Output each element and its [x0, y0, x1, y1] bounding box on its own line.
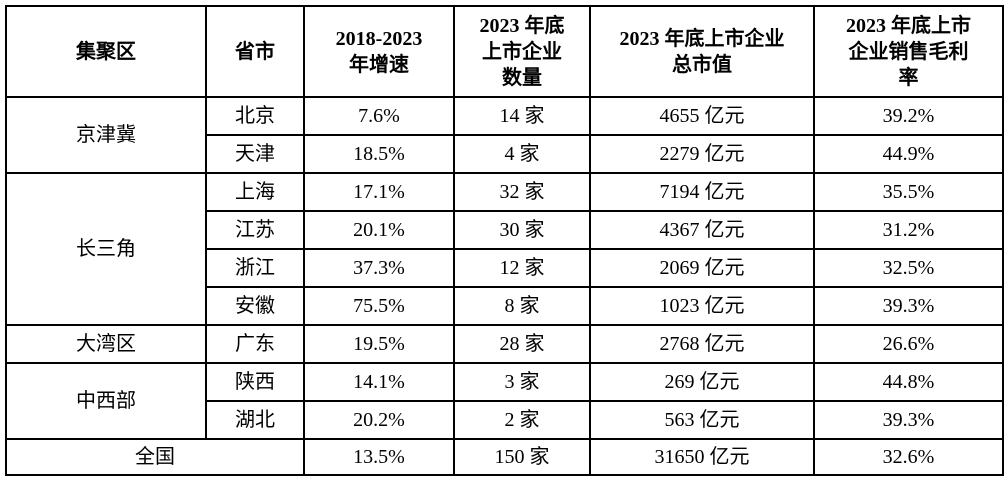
header-line: 2018-2023 [335, 27, 423, 50]
header-line: 率 [898, 66, 919, 89]
header-line: 年增速 [349, 53, 409, 76]
count-cell: 3 家 [453, 362, 591, 402]
header-line: 2023 年底上市 [846, 14, 971, 37]
cluster-cell-dawanqu: 大湾区 [5, 324, 207, 364]
growth-cell: 18.5% [303, 134, 455, 174]
region-cluster-table: 集聚区 省市 2018-2023 年增速 2023 年底 上市企业 数量 202… [5, 5, 1004, 476]
growth-cell: 17.1% [303, 172, 455, 212]
header-line: 数量 [502, 66, 542, 89]
count-cell: 12 家 [453, 248, 591, 288]
growth-cell: 7.6% [303, 96, 455, 136]
header-line: 2023 年底 [479, 14, 565, 37]
header-line: 2023 年底上市企业 [619, 27, 785, 50]
table-row-jiangsu: 江苏 20.1% 30 家 4367 亿元 31.2% [6, 210, 1004, 250]
market-cap-cell: 2069 亿元 [589, 248, 815, 288]
header-line: 上市企业 [482, 40, 562, 63]
count-cell: 8 家 [453, 286, 591, 326]
cluster-cell-jingjinji: 京津冀 [5, 96, 207, 174]
market-cap-cell: 7194 亿元 [589, 172, 815, 212]
margin-cell: 31.2% [813, 210, 1004, 250]
market-cap-cell: 563 亿元 [589, 400, 815, 440]
province-cell: 江苏 [205, 210, 305, 250]
header-province: 省市 [205, 5, 305, 98]
count-cell: 30 家 [453, 210, 591, 250]
margin-cell: 32.6% [813, 438, 1004, 476]
province-cell: 广东 [205, 324, 305, 364]
table-row-tianjin: 天津 18.5% 4 家 2279 亿元 44.9% [6, 134, 1004, 174]
margin-cell: 44.8% [813, 362, 1004, 402]
growth-cell: 37.3% [303, 248, 455, 288]
margin-cell: 26.6% [813, 324, 1004, 364]
market-cap-cell: 31650 亿元 [589, 438, 815, 476]
header-line: 总市值 [672, 53, 732, 76]
count-cell: 32 家 [453, 172, 591, 212]
growth-cell: 20.1% [303, 210, 455, 250]
market-cap-cell: 2279 亿元 [589, 134, 815, 174]
count-cell: 14 家 [453, 96, 591, 136]
table-header-row: 集聚区 省市 2018-2023 年增速 2023 年底 上市企业 数量 202… [5, 5, 1004, 98]
market-cap-cell: 2768 亿元 [589, 324, 815, 364]
header-line: 企业销售毛利 [848, 40, 969, 63]
margin-cell: 39.3% [813, 286, 1004, 326]
header-line: 省市 [235, 40, 275, 63]
count-cell: 150 家 [453, 438, 591, 476]
growth-cell: 19.5% [303, 324, 455, 364]
table-row-hubei: 湖北 20.2% 2 家 563 亿元 39.3% [6, 400, 1004, 440]
table-row-guangdong: 大湾区 广东 19.5% 28 家 2768 亿元 26.6% [5, 324, 1004, 364]
margin-cell: 35.5% [813, 172, 1004, 212]
province-cell: 浙江 [205, 248, 305, 288]
margin-cell: 39.3% [813, 400, 1004, 440]
header-gross-margin: 2023 年底上市 企业销售毛利 率 [813, 5, 1004, 98]
province-cell: 上海 [205, 172, 305, 212]
market-cap-cell: 269 亿元 [589, 362, 815, 402]
growth-cell: 14.1% [303, 362, 455, 402]
margin-cell: 44.9% [813, 134, 1004, 174]
header-listed-count: 2023 年底 上市企业 数量 [453, 5, 591, 98]
province-cell: 北京 [205, 96, 305, 136]
total-label-cell: 全国 [5, 438, 305, 476]
province-cell: 天津 [205, 134, 305, 174]
table-row-zhejiang: 浙江 37.3% 12 家 2069 亿元 32.5% [6, 248, 1004, 288]
header-growth: 2018-2023 年增速 [303, 5, 455, 98]
header-cluster: 集聚区 [5, 5, 207, 98]
header-line: 集聚区 [76, 40, 136, 63]
table-row-shaanxi: 中西部 陕西 14.1% 3 家 269 亿元 44.8% [5, 362, 1004, 440]
growth-cell: 75.5% [303, 286, 455, 326]
province-cell: 陕西 [205, 362, 305, 402]
province-cell: 安徽 [205, 286, 305, 326]
market-cap-cell: 1023 亿元 [589, 286, 815, 326]
table-row-beijing: 京津冀 北京 7.6% 14 家 4655 亿元 39.2% [5, 96, 1004, 174]
count-cell: 28 家 [453, 324, 591, 364]
market-cap-cell: 4367 亿元 [589, 210, 815, 250]
margin-cell: 39.2% [813, 96, 1004, 136]
cluster-cell-changsanjiao: 长三角 [5, 172, 207, 326]
table-row-anhui: 安徽 75.5% 8 家 1023 亿元 39.3% [6, 286, 1004, 326]
province-cell: 湖北 [205, 400, 305, 440]
count-cell: 4 家 [453, 134, 591, 174]
cluster-cell-zhongxibu: 中西部 [5, 362, 207, 440]
margin-cell: 32.5% [813, 248, 1004, 288]
market-cap-cell: 4655 亿元 [589, 96, 815, 136]
header-market-cap: 2023 年底上市企业 总市值 [589, 5, 815, 98]
growth-cell: 20.2% [303, 400, 455, 440]
count-cell: 2 家 [453, 400, 591, 440]
growth-cell: 13.5% [303, 438, 455, 476]
table-row-shanghai: 长三角 上海 17.1% 32 家 7194 亿元 35.5% [5, 172, 1004, 326]
table-row-national-total: 全国 13.5% 150 家 31650 亿元 32.6% [5, 438, 1004, 476]
